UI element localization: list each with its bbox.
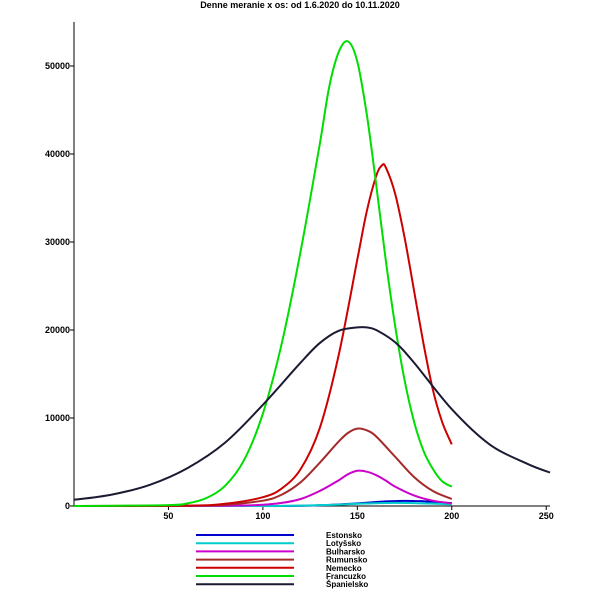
y-tick-label: 40000 [45,149,70,159]
y-tick-label: 30000 [45,237,70,247]
series-lines [73,40,551,508]
x-tick-label: 100 [255,511,270,521]
series-line [73,427,453,507]
x-tick-label: 50 [163,511,173,521]
y-tick-label: 10000 [45,413,70,423]
chart-title: Denne meranie x os: od 1.6.2020 do 10.11… [200,0,400,10]
x-tick-label: 150 [350,511,365,521]
legend: EstonskoLotyšskoBulharskoRumunskoNemecko… [196,531,368,589]
x-tick-label: 200 [444,511,459,521]
legend-label: Nemecko [326,564,362,573]
series-line [73,325,551,501]
legend-label: Lotyšsko [326,539,361,548]
series-line [73,469,452,507]
legend-label: Španielsko [326,580,368,589]
x-tick-label: 250 [539,511,554,521]
y-tick-label: 0 [65,501,70,511]
series-line [73,40,453,507]
legend-label: Bulharsko [326,547,365,556]
y-tick-label: 50000 [45,61,70,71]
legend-label: Estonsko [326,531,362,540]
series-line [73,163,453,507]
legend-label: Rumunsko [326,556,367,565]
axes: 50 100 150 200 250 0 10000 20000 30000 40000 50000 [45,22,554,521]
y-tick-label: 20000 [45,325,70,335]
legend-label: Francuzko [326,572,366,581]
